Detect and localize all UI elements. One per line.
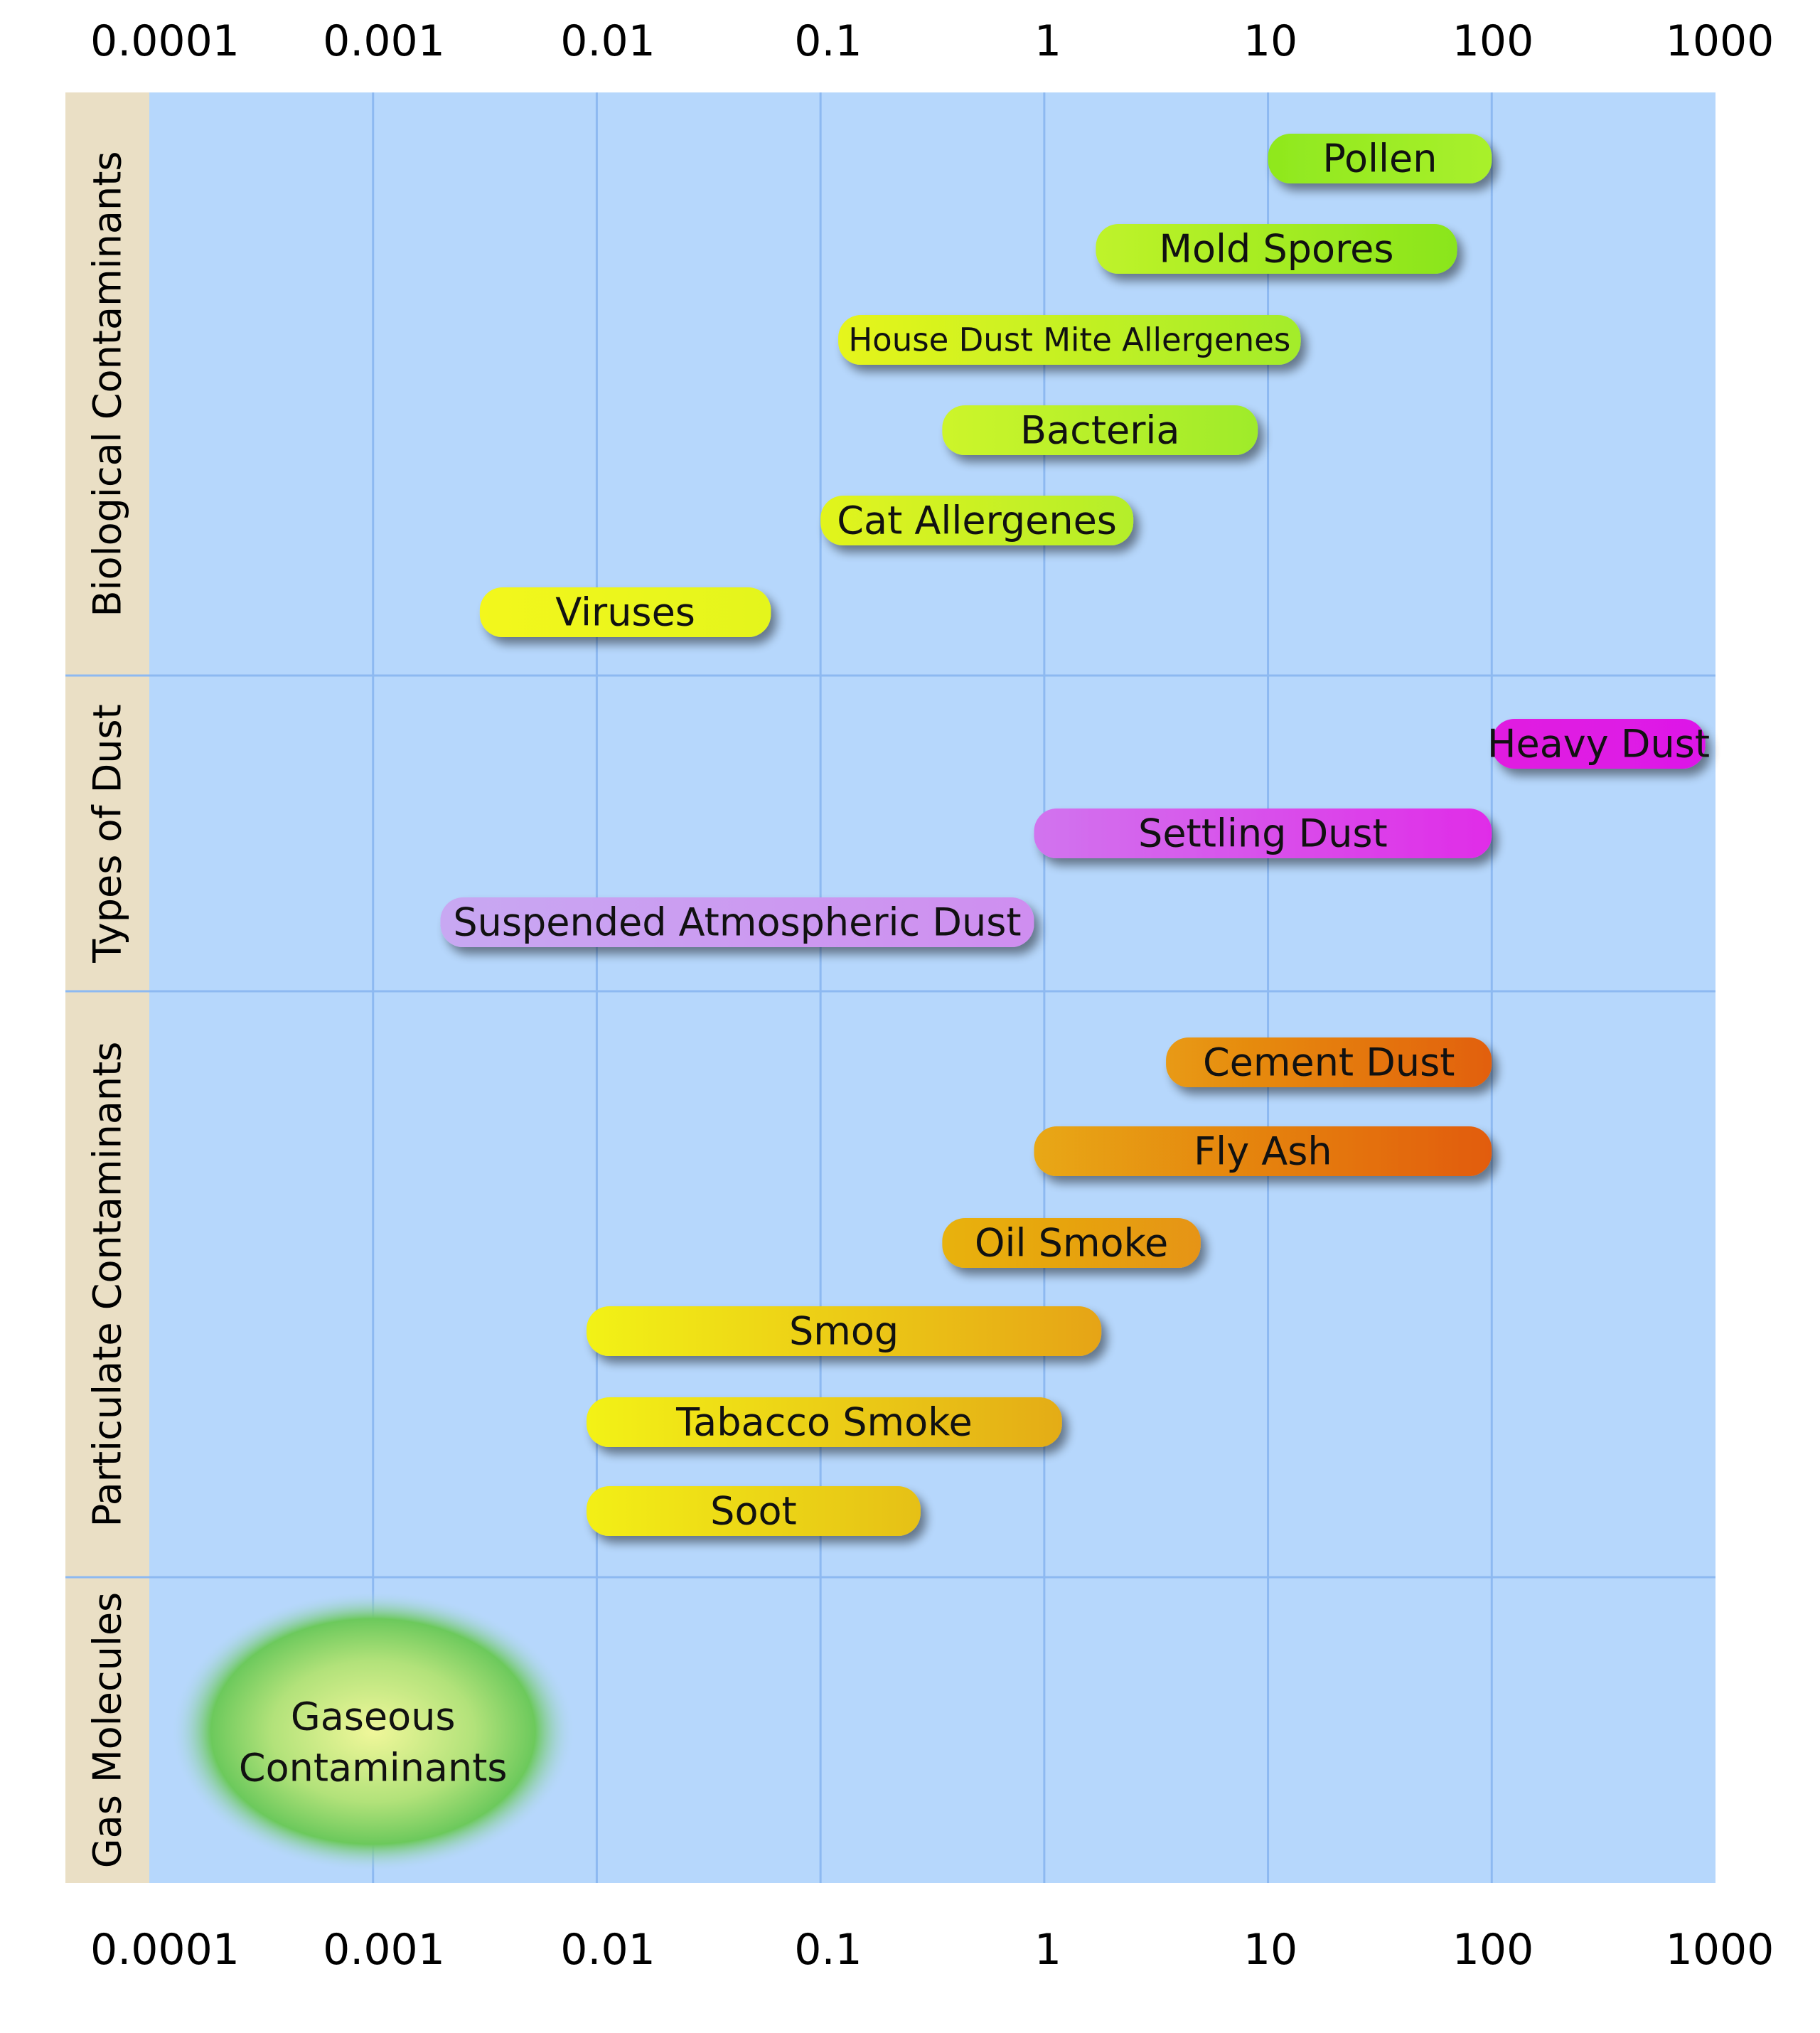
tick-label-top: 0.0001	[90, 16, 240, 66]
range-bar	[820, 496, 1134, 545]
group-label: Gas Molecules	[85, 1592, 130, 1868]
tick-label-top: 0.01	[560, 16, 655, 66]
range-bar	[838, 315, 1301, 365]
tick-label-bottom: 100	[1452, 1925, 1534, 1975]
range-bar-label: Cement Dust	[1203, 1040, 1455, 1085]
range-bar-label: Smog	[789, 1309, 899, 1354]
range-bar	[942, 1218, 1201, 1268]
range-bar	[479, 587, 771, 637]
range-bar	[1492, 719, 1706, 769]
tick-label-bottom: 10	[1243, 1925, 1297, 1975]
plot-area	[149, 92, 1715, 1883]
range-bar-label: Heavy Dust	[1487, 722, 1710, 767]
gas-cloud-label: Gaseous	[291, 1695, 456, 1739]
range-bar-label: Oil Smoke	[975, 1221, 1168, 1266]
range-bar	[440, 897, 1034, 947]
group-label: Particulate Contaminants	[85, 1042, 130, 1527]
range-bar	[1096, 224, 1457, 274]
range-bar-label: Settling Dust	[1138, 811, 1388, 856]
tick-label-bottom: 0.01	[560, 1925, 655, 1975]
tick-label-top: 1000	[1666, 16, 1774, 66]
range-bar-label: Viruses	[555, 590, 695, 635]
range-bar	[942, 405, 1258, 455]
gas-cloud	[170, 1591, 576, 1872]
tick-label-bottom: 1	[1034, 1925, 1061, 1975]
group-label: Biological Contaminants	[85, 151, 130, 617]
tick-label-bottom: 0.0001	[90, 1925, 240, 1975]
category-band	[65, 92, 149, 1883]
range-bar-label: Bacteria	[1020, 408, 1180, 453]
tick-label-top: 100	[1452, 16, 1534, 66]
range-bar	[1034, 809, 1492, 858]
range-bar	[1268, 134, 1492, 183]
tick-label-top: 1	[1034, 16, 1061, 66]
range-bar	[587, 1306, 1102, 1356]
tick-label-top: 10	[1243, 16, 1297, 66]
range-bar-label: Tabacco Smoke	[675, 1400, 973, 1445]
range-bar-label: Suspended Atmospheric Dust	[453, 900, 1021, 945]
tick-label-bottom: 1000	[1666, 1925, 1774, 1975]
tick-label-top: 0.001	[323, 16, 445, 66]
tick-label-bottom: 0.001	[323, 1925, 445, 1975]
range-bar	[587, 1486, 921, 1536]
range-bar-label: Mold Spores	[1159, 227, 1393, 272]
group-label: Types of Dust	[85, 704, 130, 964]
range-bar	[587, 1397, 1062, 1447]
range-bar-label: Soot	[710, 1489, 797, 1534]
range-bar	[1166, 1037, 1492, 1087]
tick-label-top: 0.1	[794, 16, 862, 66]
range-bar-label: House Dust Mite Allergenes	[848, 321, 1290, 359]
range-bar	[1034, 1126, 1492, 1176]
range-bar-label: Fly Ash	[1194, 1129, 1332, 1174]
tick-label-bottom: 0.1	[794, 1925, 862, 1975]
range-bar-label: Cat Allergenes	[837, 498, 1117, 543]
gas-cloud-label: Contaminants	[239, 1746, 508, 1791]
range-bar-label: Pollen	[1322, 137, 1437, 181]
